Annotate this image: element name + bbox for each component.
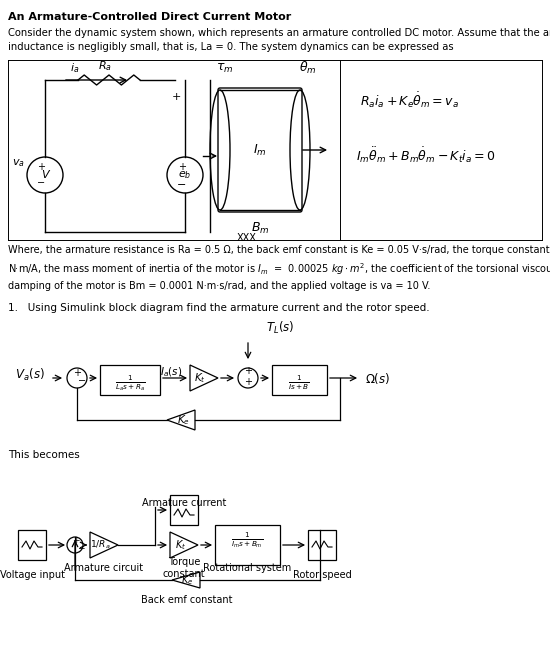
Text: Consider the dynamic system shown, which represents an armature controlled DC mo: Consider the dynamic system shown, which… (8, 28, 550, 52)
Text: +: + (37, 162, 45, 172)
Text: $T_L(s)$: $T_L(s)$ (266, 320, 294, 336)
Text: This becomes: This becomes (8, 450, 80, 460)
Text: +: + (72, 536, 80, 545)
Text: Voltage input: Voltage input (0, 570, 64, 580)
Text: +: + (73, 368, 81, 378)
Text: XXX: XXX (237, 233, 257, 243)
Text: $R_a i_a + K_e \dot{\theta}_m = v_a$: $R_a i_a + K_e \dot{\theta}_m = v_a$ (360, 90, 459, 110)
Text: V: V (41, 170, 49, 180)
Text: $\frac{1}{L_a s+R_a}$: $\frac{1}{L_a s+R_a}$ (115, 373, 145, 393)
Text: Rotor speed: Rotor speed (293, 570, 351, 580)
Text: $\frac{1}{I_m s+B_m}$: $\frac{1}{I_m s+B_m}$ (231, 530, 263, 550)
Text: $I_a(s)$: $I_a(s)$ (160, 365, 183, 379)
Text: +: + (178, 162, 186, 172)
Text: $R_a$: $R_a$ (98, 59, 112, 73)
Text: −: − (37, 178, 45, 188)
Text: $i_a$: $i_a$ (70, 61, 80, 75)
Text: +: + (244, 377, 252, 387)
Text: Where, the armature resistance is Ra = 0.5 Ω, the back emf constant is Ke = 0.05: Where, the armature resistance is Ra = 0… (8, 245, 550, 291)
Text: Torque
constant: Torque constant (163, 557, 205, 579)
Text: An Armature-Controlled Direct Current Motor: An Armature-Controlled Direct Current Mo… (8, 12, 292, 22)
Text: $K_t$: $K_t$ (175, 538, 186, 552)
Text: $I_m \ddot{\theta}_m + B_m \dot{\theta}_m - K_t i_a = 0$: $I_m \ddot{\theta}_m + B_m \dot{\theta}_… (356, 145, 496, 165)
Polygon shape (167, 410, 195, 430)
Text: $1/R_a$: $1/R_a$ (90, 539, 110, 551)
Text: 1.   Using Simulink block diagram find the armature current and the rotor speed.: 1. Using Simulink block diagram find the… (8, 303, 430, 313)
Text: −: − (177, 180, 186, 190)
Text: +: + (172, 92, 182, 102)
Text: $B_m$: $B_m$ (251, 220, 270, 236)
Text: +: + (244, 366, 252, 376)
Text: Back emf constant: Back emf constant (141, 595, 233, 605)
Text: $K_e$: $K_e$ (177, 413, 189, 427)
Text: $\theta_m$: $\theta_m$ (299, 60, 317, 76)
Polygon shape (90, 532, 118, 558)
Text: $v_a$: $v_a$ (12, 157, 24, 169)
Text: −: − (78, 376, 86, 386)
Text: Rotational system: Rotational system (203, 563, 291, 573)
Polygon shape (190, 365, 218, 391)
Polygon shape (172, 572, 200, 588)
Polygon shape (170, 532, 198, 558)
Text: $e_b$: $e_b$ (178, 169, 192, 181)
Text: −: − (77, 543, 85, 552)
Text: $\tau_m$: $\tau_m$ (216, 62, 234, 75)
Text: $K_t$: $K_t$ (194, 371, 206, 385)
Text: $K_e$: $K_e$ (181, 573, 193, 587)
Text: $\frac{1}{Is+B}$: $\frac{1}{Is+B}$ (288, 374, 310, 392)
Text: Armature current: Armature current (142, 498, 226, 508)
Text: $\Omega(s)$: $\Omega(s)$ (365, 371, 390, 386)
Text: $V_a(s)$: $V_a(s)$ (15, 367, 45, 383)
Text: Armature circuit: Armature circuit (64, 563, 144, 573)
Text: $I_m$: $I_m$ (253, 142, 267, 157)
